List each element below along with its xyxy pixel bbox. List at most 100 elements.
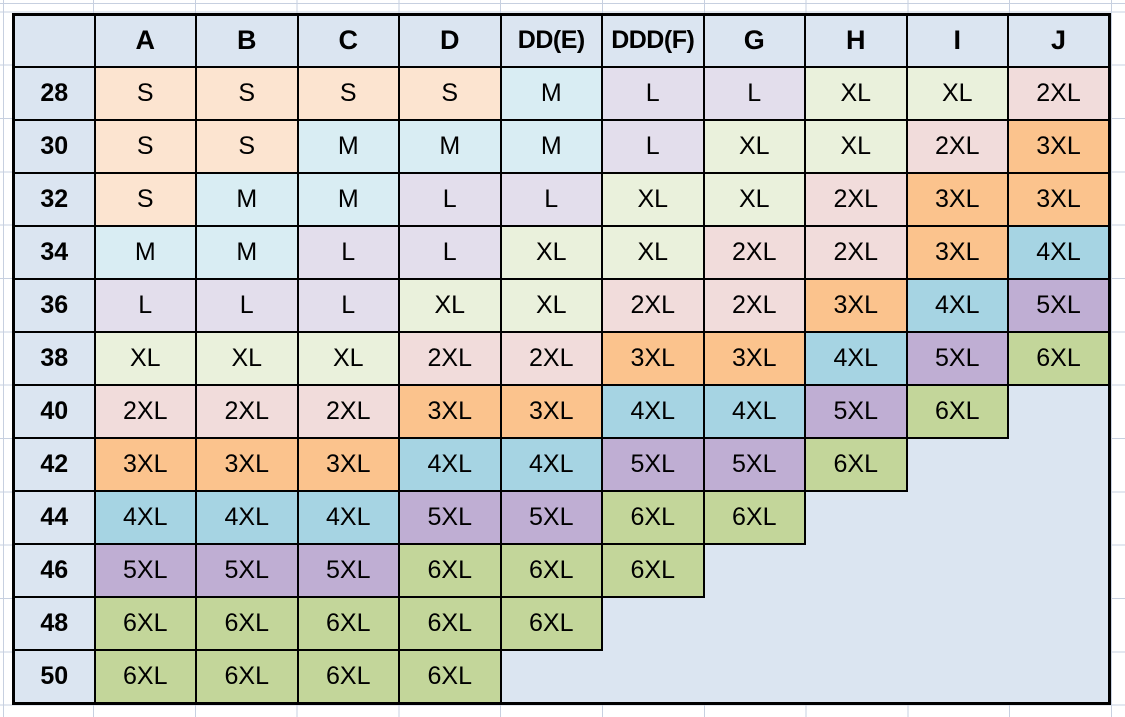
- cell-36-DD(E)[interactable]: XL: [499, 277, 603, 333]
- col-header-DD(E)[interactable]: DD(E): [499, 13, 603, 68]
- cell-34-H[interactable]: 2XL: [804, 224, 908, 280]
- cell-48-DDD(F)[interactable]: [602, 596, 704, 650]
- cell-44-C[interactable]: 4XL: [296, 489, 400, 545]
- cell-42-A[interactable]: 3XL: [93, 436, 197, 492]
- cell-48-DD(E)[interactable]: 6XL: [499, 595, 603, 651]
- col-header-H[interactable]: H: [804, 13, 908, 68]
- cell-34-A[interactable]: M: [93, 224, 197, 280]
- cell-42-C[interactable]: 3XL: [296, 436, 400, 492]
- cell-28-H[interactable]: XL: [804, 65, 908, 121]
- cell-38-H[interactable]: 4XL: [804, 330, 908, 386]
- row-header-32[interactable]: 32: [12, 171, 96, 227]
- cell-32-A[interactable]: S: [93, 171, 197, 227]
- row-header-44[interactable]: 44: [12, 489, 96, 545]
- cell-42-B[interactable]: 3XL: [195, 436, 299, 492]
- cell-38-D[interactable]: 2XL: [398, 330, 502, 386]
- cell-42-D[interactable]: 4XL: [398, 436, 502, 492]
- row-header-30[interactable]: 30: [12, 118, 96, 174]
- cell-40-D[interactable]: 3XL: [398, 383, 502, 439]
- cell-36-DDD(F)[interactable]: 2XL: [601, 277, 705, 333]
- cell-46-G[interactable]: [703, 543, 805, 597]
- cell-28-B[interactable]: S: [195, 65, 299, 121]
- cell-50-H[interactable]: [805, 649, 907, 704]
- row-header-34[interactable]: 34: [12, 224, 96, 280]
- cell-50-J[interactable]: [1008, 649, 1110, 704]
- cell-28-D[interactable]: S: [398, 65, 502, 121]
- cell-32-DDD(F)[interactable]: XL: [601, 171, 705, 227]
- cell-36-J[interactable]: 5XL: [1007, 277, 1111, 333]
- cell-44-DD(E)[interactable]: 5XL: [499, 489, 603, 545]
- cell-36-I[interactable]: 4XL: [905, 277, 1009, 333]
- cell-50-DDD(F)[interactable]: [602, 649, 704, 704]
- cell-32-C[interactable]: M: [296, 171, 400, 227]
- row-header-38[interactable]: 38: [12, 330, 96, 386]
- cell-38-B[interactable]: XL: [195, 330, 299, 386]
- cell-50-D[interactable]: 6XL: [398, 648, 502, 705]
- cell-42-DDD(F)[interactable]: 5XL: [601, 436, 705, 492]
- cell-40-I[interactable]: 6XL: [905, 383, 1009, 439]
- cell-48-G[interactable]: [703, 596, 805, 650]
- cell-42-I[interactable]: [906, 437, 1008, 491]
- cell-46-C[interactable]: 5XL: [296, 542, 400, 598]
- cell-32-G[interactable]: XL: [702, 171, 806, 227]
- cell-46-H[interactable]: [805, 543, 907, 597]
- cell-50-I[interactable]: [906, 649, 1008, 704]
- cell-34-J[interactable]: 4XL: [1007, 224, 1111, 280]
- cell-40-G[interactable]: 4XL: [702, 383, 806, 439]
- cell-32-D[interactable]: L: [398, 171, 502, 227]
- cell-48-H[interactable]: [805, 596, 907, 650]
- cell-28-C[interactable]: S: [296, 65, 400, 121]
- col-header-G[interactable]: G: [702, 13, 806, 68]
- cell-48-A[interactable]: 6XL: [93, 595, 197, 651]
- cell-30-I[interactable]: 2XL: [905, 118, 1009, 174]
- cell-44-DDD(F)[interactable]: 6XL: [601, 489, 705, 545]
- cell-46-J[interactable]: [1008, 543, 1110, 597]
- cell-32-I[interactable]: 3XL: [905, 171, 1009, 227]
- cell-34-B[interactable]: M: [195, 224, 299, 280]
- cell-36-C[interactable]: L: [296, 277, 400, 333]
- cell-30-DDD(F)[interactable]: L: [601, 118, 705, 174]
- cell-44-A[interactable]: 4XL: [93, 489, 197, 545]
- cell-44-D[interactable]: 5XL: [398, 489, 502, 545]
- cell-40-H[interactable]: 5XL: [804, 383, 908, 439]
- cell-30-C[interactable]: M: [296, 118, 400, 174]
- cell-38-G[interactable]: 3XL: [702, 330, 806, 386]
- cell-38-DDD(F)[interactable]: 3XL: [601, 330, 705, 386]
- cell-30-B[interactable]: S: [195, 118, 299, 174]
- cell-32-H[interactable]: 2XL: [804, 171, 908, 227]
- cell-28-J[interactable]: 2XL: [1007, 65, 1111, 121]
- cell-40-A[interactable]: 2XL: [93, 383, 197, 439]
- cell-42-J[interactable]: [1008, 437, 1110, 491]
- cell-28-G[interactable]: L: [702, 65, 806, 121]
- cell-36-G[interactable]: 2XL: [702, 277, 806, 333]
- cell-28-DDD(F)[interactable]: L: [601, 65, 705, 121]
- cell-32-J[interactable]: 3XL: [1007, 171, 1111, 227]
- cell-38-DD(E)[interactable]: 2XL: [499, 330, 603, 386]
- cell-46-DDD(F)[interactable]: 6XL: [601, 542, 705, 598]
- cell-34-G[interactable]: 2XL: [702, 224, 806, 280]
- cell-46-A[interactable]: 5XL: [93, 542, 197, 598]
- col-header-B[interactable]: B: [195, 13, 299, 68]
- cell-30-D[interactable]: M: [398, 118, 502, 174]
- cell-50-DD(E)[interactable]: [500, 649, 602, 704]
- cell-36-B[interactable]: L: [195, 277, 299, 333]
- cell-34-DD(E)[interactable]: XL: [499, 224, 603, 280]
- cell-36-H[interactable]: 3XL: [804, 277, 908, 333]
- cell-28-DD(E)[interactable]: M: [499, 65, 603, 121]
- row-header-42[interactable]: 42: [12, 436, 96, 492]
- cell-36-A[interactable]: L: [93, 277, 197, 333]
- cell-46-B[interactable]: 5XL: [195, 542, 299, 598]
- cell-34-I[interactable]: 3XL: [905, 224, 1009, 280]
- cell-50-A[interactable]: 6XL: [93, 648, 197, 705]
- cell-30-J[interactable]: 3XL: [1007, 118, 1111, 174]
- cell-46-D[interactable]: 6XL: [398, 542, 502, 598]
- col-header-C[interactable]: C: [296, 13, 400, 68]
- row-header-50[interactable]: 50: [12, 648, 96, 705]
- cell-44-J[interactable]: [1008, 490, 1110, 544]
- cell-32-DD(E)[interactable]: L: [499, 171, 603, 227]
- row-header-46[interactable]: 46: [12, 542, 96, 598]
- cell-34-D[interactable]: L: [398, 224, 502, 280]
- cell-44-I[interactable]: [906, 490, 1008, 544]
- cell-50-B[interactable]: 6XL: [195, 648, 299, 705]
- cell-40-DD(E)[interactable]: 3XL: [499, 383, 603, 439]
